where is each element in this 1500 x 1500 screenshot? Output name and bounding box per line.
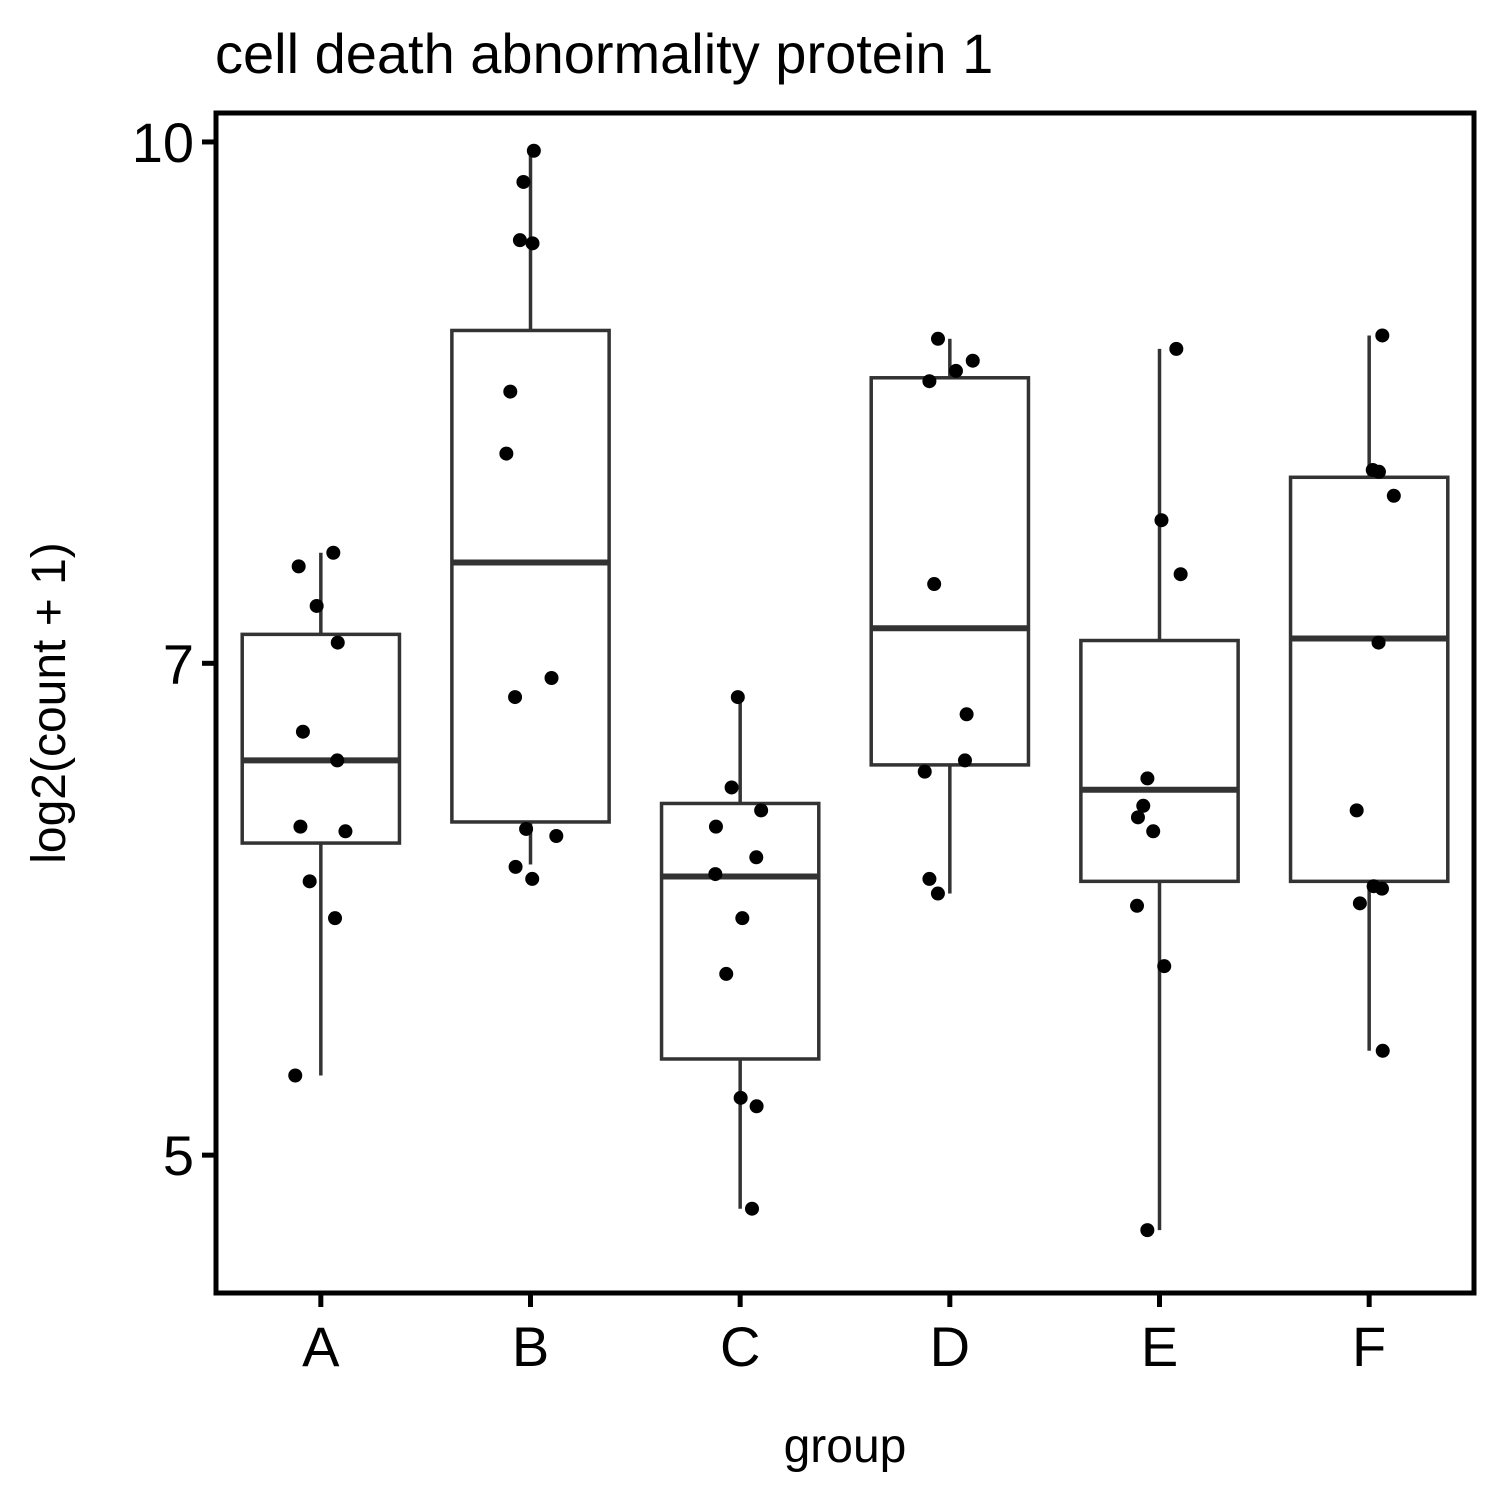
data-point — [930, 886, 945, 901]
data-point — [328, 911, 343, 926]
box — [240, 632, 402, 845]
data-point — [525, 236, 540, 251]
data-point — [708, 819, 723, 834]
data-point — [526, 143, 541, 158]
x-tick-label: A — [302, 1315, 340, 1378]
data-point — [1146, 824, 1161, 839]
box — [1079, 638, 1240, 884]
data-point — [930, 331, 945, 346]
data-point — [293, 819, 308, 834]
y-tick-label: 10 — [132, 111, 194, 174]
data-point — [302, 874, 317, 889]
data-point — [330, 753, 345, 768]
box-group-B — [450, 150, 611, 865]
data-point — [549, 828, 564, 843]
data-point — [1140, 771, 1155, 786]
points-B — [499, 143, 564, 886]
data-point — [544, 671, 559, 686]
box — [1288, 475, 1450, 884]
data-point — [957, 753, 972, 768]
data-point — [735, 911, 750, 926]
x-tick-label: D — [930, 1315, 970, 1378]
data-point — [338, 824, 353, 839]
data-point — [1352, 896, 1367, 911]
points-A — [288, 545, 353, 1083]
data-point — [965, 353, 980, 368]
data-point — [516, 174, 531, 189]
data-point — [1130, 810, 1145, 825]
data-point — [1173, 567, 1188, 582]
data-point — [1366, 879, 1381, 894]
points-F — [1349, 328, 1401, 1058]
data-point — [1140, 1223, 1155, 1238]
data-point — [1375, 1043, 1390, 1058]
box-group-E — [1079, 348, 1240, 1231]
data-point — [1349, 803, 1364, 818]
data-point — [288, 1068, 303, 1083]
box-group-F — [1288, 335, 1450, 1051]
data-point — [1386, 488, 1401, 503]
data-point — [749, 1099, 764, 1114]
data-point — [745, 1201, 760, 1216]
x-tick-label: E — [1141, 1315, 1178, 1378]
data-point — [525, 871, 540, 886]
box — [659, 801, 821, 1061]
data-point — [330, 635, 345, 650]
data-point — [499, 446, 514, 461]
points-D — [917, 331, 980, 901]
data-point — [708, 867, 723, 882]
data-point — [1154, 513, 1169, 528]
box-group-A — [240, 552, 402, 1076]
points-E — [1130, 341, 1188, 1238]
data-point — [512, 233, 527, 248]
data-point — [1371, 635, 1386, 650]
data-point — [309, 598, 324, 613]
data-point — [1136, 798, 1151, 813]
data-point — [326, 545, 341, 560]
chart-marks — [240, 143, 1450, 1238]
data-point — [508, 859, 523, 874]
chart-title: cell death abnormality protein 1 — [215, 22, 993, 85]
data-point — [724, 780, 739, 795]
points-C — [708, 690, 769, 1216]
data-point — [1130, 898, 1145, 913]
data-point — [1157, 959, 1172, 974]
data-point — [1375, 328, 1390, 343]
x-axis-title: group — [784, 1420, 907, 1473]
box — [450, 328, 611, 824]
data-point — [959, 707, 974, 722]
data-point — [733, 1090, 748, 1105]
data-point — [922, 871, 937, 886]
data-point — [754, 803, 769, 818]
data-point — [295, 724, 310, 739]
box-group-C — [659, 697, 821, 1209]
data-point — [291, 559, 306, 574]
data-point — [917, 764, 932, 779]
data-point — [719, 966, 734, 981]
data-point — [749, 850, 764, 865]
x-tick-label: C — [720, 1315, 760, 1378]
data-point — [1371, 464, 1386, 479]
data-point — [927, 577, 942, 592]
y-axis-title: log2(count + 1) — [23, 542, 76, 864]
data-point — [508, 690, 523, 705]
x-tick-label: B — [512, 1315, 549, 1378]
chart-axes: 5 7 10 A B C D E F — [132, 111, 1387, 1378]
data-point — [730, 690, 745, 705]
plot-panel-border — [213, 110, 1477, 1296]
data-point — [519, 821, 534, 836]
box-group-D — [869, 338, 1031, 894]
data-point — [948, 363, 963, 378]
box — [869, 376, 1031, 767]
x-tick-label: F — [1352, 1315, 1386, 1378]
data-point — [1169, 341, 1184, 356]
data-point — [922, 374, 937, 389]
y-tick-label: 7 — [163, 632, 194, 695]
data-point — [503, 384, 518, 399]
y-tick-label: 5 — [163, 1124, 194, 1187]
